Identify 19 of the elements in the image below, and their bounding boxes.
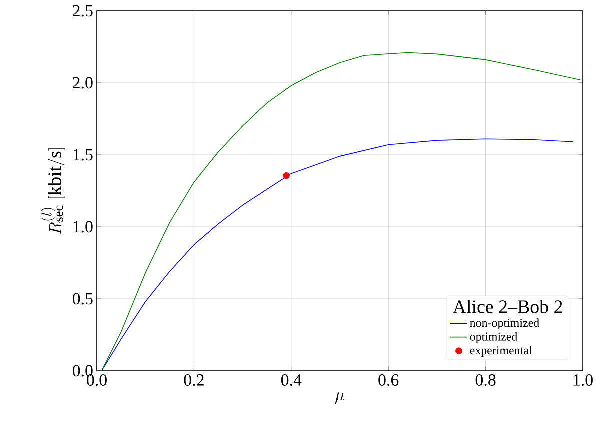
- legend-title: Alice 2–Bob 2: [453, 300, 562, 314]
- y-tick-label: 0.5: [72, 293, 93, 305]
- x-tick-label: 0.4: [281, 374, 302, 386]
- x-axis-title: $\mu$: [335, 392, 345, 404]
- line-series: [101, 52, 581, 371]
- y-tick-label: 1.5: [74, 149, 93, 161]
- legend-label: experimental: [470, 346, 532, 358]
- y-tick-label: 1.0: [74, 221, 93, 233]
- x-tick-label: 0.8: [476, 374, 496, 386]
- legend-label: optimized: [470, 332, 518, 344]
- x-tick-label: 1.0: [574, 374, 593, 386]
- legend-label: non-optimized: [470, 318, 540, 330]
- y-tick-label: 0.0: [72, 365, 93, 377]
- y-tick-label: 2.0: [73, 77, 93, 89]
- y-tick-label: 2.5: [73, 5, 93, 17]
- x-tick-label: 0.2: [184, 374, 204, 386]
- y-axis-title: $R_{\mathrm{sec}}^{(l)}\ [\mathrm{kbit/s}]$: [40, 148, 66, 234]
- x-tick-label: 0.0: [87, 374, 107, 386]
- x-tick-label: 0.6: [378, 374, 399, 386]
